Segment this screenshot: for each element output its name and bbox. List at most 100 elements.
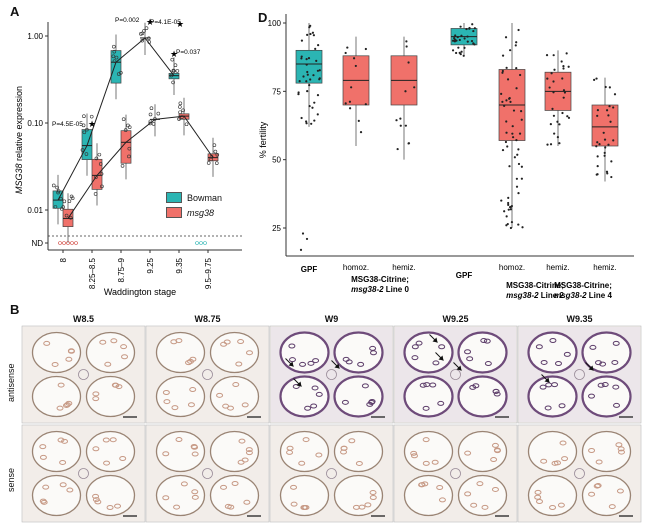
a-point	[147, 36, 151, 41]
a-point	[171, 80, 175, 85]
d-point	[558, 142, 561, 145]
anther-locule	[403, 474, 454, 517]
d-point	[298, 80, 301, 83]
pollen-cell	[109, 437, 117, 443]
d-point	[602, 131, 605, 134]
a-point	[89, 114, 94, 119]
d-outlier	[301, 232, 305, 235]
d-point	[300, 57, 303, 60]
d-point	[552, 114, 556, 117]
pollen-cell	[290, 501, 298, 507]
pollen-cell	[615, 442, 623, 448]
d-point	[553, 68, 556, 71]
a-nd-point	[199, 241, 203, 245]
pollen-cell	[92, 396, 100, 402]
d-line-label-name: MSG38-Citrine;	[506, 281, 564, 290]
pollen-cell	[120, 344, 128, 350]
a-point	[82, 114, 86, 118]
a-ytick-label: 0.10	[27, 119, 43, 128]
row-label-antisense: antisense	[6, 363, 16, 402]
d-point	[562, 64, 565, 68]
d-outlier	[299, 248, 303, 251]
a-point	[112, 44, 116, 49]
pollen-cell	[175, 338, 183, 344]
d-point	[501, 54, 505, 57]
d-point	[607, 114, 610, 117]
anther-locule	[403, 375, 454, 418]
pollen-cell	[422, 460, 430, 466]
d-point	[593, 78, 596, 81]
a-point	[181, 108, 185, 113]
pollen-cell	[227, 504, 235, 510]
pollen-cell	[554, 361, 562, 367]
pollen-cell	[92, 497, 100, 503]
a-star: ★	[88, 119, 96, 129]
d-point	[506, 78, 510, 81]
d-point	[603, 138, 607, 141]
d-point	[504, 36, 508, 39]
a-nd-point	[58, 241, 62, 245]
pollen-cell	[588, 491, 596, 497]
d-point	[549, 122, 552, 126]
d-point	[507, 196, 510, 199]
a-pvalue: P=4.5E-05	[52, 121, 83, 128]
pollen-cell	[243, 499, 251, 505]
d-point	[517, 162, 521, 166]
anther-locule	[581, 430, 632, 473]
d-point	[501, 69, 504, 73]
d-point	[513, 156, 516, 159]
d-point	[460, 50, 463, 53]
pollen-cell	[588, 447, 596, 453]
pollen-cell	[42, 484, 50, 490]
d-point	[552, 91, 555, 94]
a-point	[120, 164, 125, 168]
d-point	[466, 40, 469, 43]
anther-locule	[85, 375, 136, 418]
pollen-cell	[557, 502, 565, 508]
pollen-cell	[121, 354, 129, 360]
legend-bowman: Bowman	[166, 192, 222, 203]
d-point	[466, 35, 469, 38]
d-point	[501, 100, 504, 103]
d-point	[561, 111, 564, 115]
d-point	[505, 99, 508, 102]
a-point	[80, 148, 85, 152]
d-point	[505, 224, 508, 227]
d-point	[514, 44, 517, 47]
pollen-cell	[423, 382, 431, 388]
pollen-cell	[290, 484, 298, 490]
pollen-cell	[355, 460, 363, 466]
a-xtick-label: 8.25–8.5	[88, 257, 97, 289]
a-pvalue: P=4.1E-05	[150, 19, 181, 26]
pollen-cell	[431, 459, 439, 465]
pollen-cell	[103, 460, 111, 466]
d-point	[548, 86, 551, 89]
pollen-cell	[56, 405, 64, 411]
anther-locule	[209, 331, 260, 374]
anther-locule	[403, 430, 454, 473]
a-point	[209, 157, 213, 162]
pollen-cell	[411, 344, 419, 350]
d-point	[558, 123, 561, 126]
d-ytick-label: 100	[268, 19, 282, 28]
d-point	[562, 96, 565, 99]
pollen-cell	[62, 402, 70, 408]
a-ylabel: MSG38 relative expression	[14, 86, 24, 194]
pollen-cell	[241, 402, 249, 408]
legend-swatch-bowman	[166, 192, 182, 203]
a-point	[213, 149, 218, 154]
a-point	[62, 199, 67, 204]
pollen-cell	[180, 481, 188, 487]
pollen-cell	[612, 384, 620, 390]
vascular-center	[202, 369, 213, 380]
d-point	[460, 34, 463, 37]
pollen-cell	[51, 361, 59, 367]
a-point	[180, 115, 184, 119]
col-title-w9: W9	[324, 314, 339, 324]
d-point	[313, 101, 316, 104]
pollen-cell	[241, 457, 249, 463]
pollen-cell	[617, 446, 625, 452]
pollen-cell	[357, 361, 365, 367]
a-ytick-label: 1.00	[27, 32, 43, 41]
pollen-cell	[597, 382, 605, 388]
